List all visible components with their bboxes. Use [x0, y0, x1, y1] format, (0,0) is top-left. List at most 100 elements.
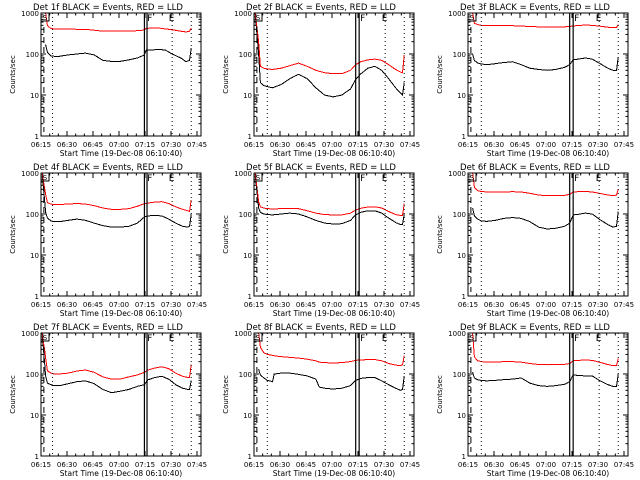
y-tick-label: 100: [453, 371, 466, 379]
x-tick-label: 07:15: [348, 301, 368, 309]
x-tick-label: 06:30: [57, 141, 77, 149]
S-marker-label: S: [470, 14, 475, 22]
y-axis-label: Counts/sec: [222, 55, 230, 94]
x-axis-label: Start Time (19-Dec-08 06:10:40): [273, 469, 395, 478]
x-tick-label: 06:30: [484, 301, 504, 309]
y-tick-label: 100: [453, 51, 466, 59]
x-tick-label: 06:45: [296, 461, 316, 469]
x-axis-label: Start Time (19-Dec-08 06:10:40): [60, 149, 182, 158]
E-marker-label: E: [169, 334, 175, 344]
y-tick-label: 1: [248, 453, 252, 461]
plot-frame: [40, 172, 202, 297]
E-marker-label: E: [169, 174, 175, 184]
x-tick-label: 07:30: [374, 141, 394, 149]
F-marker-label: F: [574, 174, 579, 184]
plot-frame: [467, 332, 629, 457]
y-axis-label: Counts/sec: [9, 375, 17, 414]
plot-frame: [253, 332, 415, 457]
x-tick-label: 06:45: [83, 301, 103, 309]
F-marker-label: F: [147, 174, 152, 184]
y-tick-label: 100: [26, 211, 39, 219]
x-tick-label: 06:30: [270, 461, 290, 469]
y-tick-label: 1000: [21, 330, 39, 338]
y-tick-label: 1: [35, 453, 39, 461]
plot-frame: [40, 12, 202, 137]
y-tick-label: 100: [26, 371, 39, 379]
x-tick-label: 07:00: [109, 301, 129, 309]
y-tick-label: 100: [239, 371, 252, 379]
chart-title: Det 5f BLACK = Events, RED = LLD: [246, 163, 396, 173]
y-tick-label: 1000: [21, 170, 39, 178]
E-marker-label: E: [382, 14, 388, 24]
S-marker-label: S: [43, 14, 48, 22]
y-tick-label: 1: [35, 133, 39, 141]
y-axis-label: Counts/sec: [436, 215, 444, 254]
y-tick-label: 10: [30, 92, 39, 100]
y-tick-label: 1: [462, 293, 466, 301]
x-tick-label: 06:45: [83, 461, 103, 469]
lld-series-line: [472, 332, 619, 367]
x-tick-label: 06:30: [57, 461, 77, 469]
y-axis-label: Counts/sec: [436, 375, 444, 414]
chart-title: Det 1f BLACK = Events, RED = LLD: [33, 3, 183, 13]
x-tick-label: 07:15: [562, 301, 582, 309]
x-tick-label: 07:30: [161, 301, 181, 309]
chart-title: Det 2f BLACK = Events, RED = LLD: [246, 3, 396, 13]
x-axis-label: Start Time (19-Dec-08 06:10:40): [273, 309, 395, 318]
S-marker-label: S: [256, 334, 261, 342]
E-marker-label: E: [382, 174, 388, 184]
S-marker-label: S: [470, 334, 475, 342]
y-tick-label: 10: [243, 252, 252, 260]
E-marker-label: E: [382, 334, 388, 344]
x-tick-label: 06:15: [244, 141, 264, 149]
x-tick-label: 06:30: [270, 141, 290, 149]
y-axis-label: Counts/sec: [222, 215, 230, 254]
x-tick-label: 07:45: [187, 141, 207, 149]
chart-title: Det 7f BLACK = Events, RED = LLD: [33, 323, 183, 333]
x-tick-label: 06:15: [244, 301, 264, 309]
y-tick-label: 10: [30, 412, 39, 420]
chart-title: Det 3f BLACK = Events, RED = LLD: [460, 3, 610, 13]
x-tick-label: 06:45: [83, 141, 103, 149]
F-marker-label: F: [574, 14, 579, 24]
F-marker-label: F: [360, 14, 365, 24]
chart-title: Det 6f BLACK = Events, RED = LLD: [460, 163, 610, 173]
y-axis-label: Counts/sec: [9, 215, 17, 254]
y-tick-label: 1000: [234, 10, 252, 18]
lld-series-line: [41, 172, 192, 213]
x-tick-label: 07:15: [135, 461, 155, 469]
lld-series-line: [258, 332, 405, 367]
x-tick-label: 06:30: [484, 141, 504, 149]
y-tick-label: 10: [457, 412, 466, 420]
x-tick-label: 06:15: [31, 141, 51, 149]
F-marker-label: F: [147, 334, 152, 344]
F-marker-label: F: [574, 334, 579, 344]
x-tick-label: 07:45: [614, 301, 634, 309]
S-marker-label: S: [43, 334, 48, 342]
x-tick-label: 06:15: [458, 141, 478, 149]
plot-frame: [467, 12, 629, 137]
x-tick-label: 07:45: [400, 301, 420, 309]
x-tick-label: 07:15: [348, 461, 368, 469]
S-marker-label: S: [43, 174, 48, 182]
x-tick-label: 07:45: [187, 301, 207, 309]
x-tick-label: 07:00: [322, 301, 342, 309]
x-tick-label: 07:45: [187, 461, 207, 469]
events-series-line: [254, 12, 405, 98]
plot-frame: [253, 172, 415, 297]
events-series-line: [472, 53, 619, 71]
y-tick-label: 1000: [234, 330, 252, 338]
x-tick-label: 06:45: [296, 301, 316, 309]
x-tick-label: 07:15: [562, 141, 582, 149]
x-tick-label: 06:30: [484, 461, 504, 469]
y-tick-label: 100: [239, 211, 252, 219]
x-tick-label: 06:15: [31, 301, 51, 309]
